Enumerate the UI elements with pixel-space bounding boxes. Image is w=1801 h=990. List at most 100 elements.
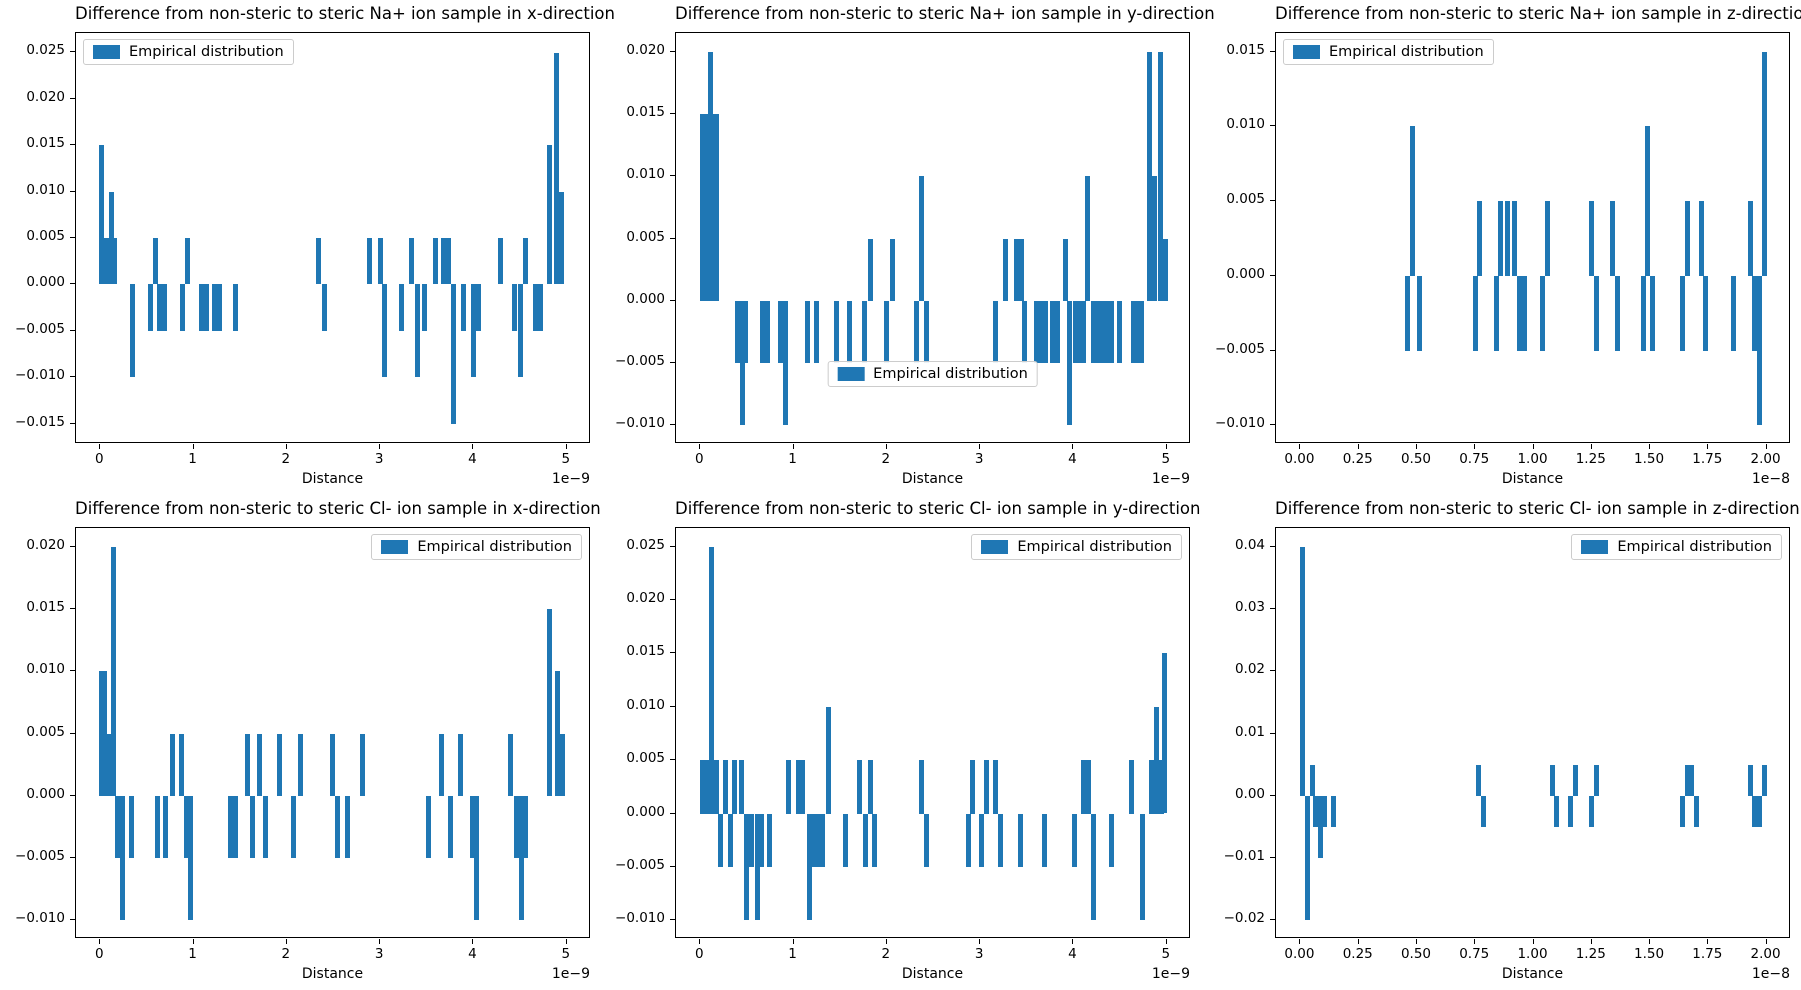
bar — [1694, 795, 1700, 827]
x-tick-label: 0.00 — [1284, 451, 1315, 467]
bar — [1517, 275, 1523, 351]
x-tick-label: 5 — [1161, 946, 1171, 962]
x-tick-mark — [99, 939, 101, 944]
bar — [766, 813, 772, 867]
x-tick-label: 1 — [788, 946, 797, 962]
x-axis-label: Distance — [901, 471, 964, 487]
bar — [469, 795, 475, 859]
bar — [441, 238, 447, 285]
y-tick-mark — [1270, 349, 1275, 351]
bar — [1158, 760, 1164, 814]
x-tick-mark — [472, 444, 474, 449]
bar — [1568, 795, 1574, 827]
bar — [1593, 764, 1599, 796]
bar — [914, 300, 920, 364]
x-tick-label: 4 — [468, 946, 477, 962]
bar — [183, 795, 189, 859]
y-tick-label: 0.04 — [1234, 536, 1265, 553]
bar — [513, 795, 519, 859]
bar — [1309, 764, 1315, 796]
bar — [738, 760, 744, 814]
x-tick-mark — [285, 939, 287, 944]
x-tick-label: 2.00 — [1750, 946, 1781, 962]
bar — [978, 813, 984, 867]
bar — [862, 813, 868, 867]
bar — [867, 760, 873, 814]
bar — [872, 813, 878, 867]
legend: Empirical distribution — [83, 39, 294, 65]
bar — [1163, 238, 1169, 301]
bar — [517, 284, 523, 378]
y-tick-label: 0.025 — [26, 42, 65, 59]
y-tick-mark — [670, 545, 675, 547]
bar — [334, 795, 340, 859]
y-tick-label: 0.020 — [26, 536, 65, 553]
y-tick-mark — [1270, 607, 1275, 609]
bar — [523, 238, 529, 285]
x-tick-mark — [1765, 939, 1767, 944]
bar — [1757, 275, 1763, 426]
x-tick-mark — [1532, 939, 1534, 944]
y-tick-label: 0.000 — [26, 274, 65, 291]
x-tick-mark — [1415, 939, 1417, 944]
bar — [316, 238, 322, 285]
y-tick-label: 0.000 — [1226, 265, 1265, 282]
x-tick-mark — [699, 444, 701, 449]
x-tick-mark — [1072, 939, 1074, 944]
bar — [212, 284, 218, 331]
bar — [1512, 201, 1518, 276]
x-tick-label: 1 — [788, 451, 797, 467]
bar — [759, 813, 765, 867]
bar — [157, 284, 163, 331]
bar — [889, 238, 895, 301]
chart-title: Difference from non-steric to steric Na+… — [675, 4, 1215, 23]
bar — [120, 795, 126, 921]
bar — [786, 760, 792, 814]
bar — [152, 238, 158, 285]
bar — [359, 733, 365, 796]
legend: Empirical distribution — [971, 534, 1182, 560]
y-tick-label: −0.005 — [615, 353, 665, 370]
y-tick-label: 0.00 — [1234, 785, 1265, 802]
bar — [111, 546, 117, 796]
bar — [1521, 275, 1527, 351]
chart-title: Difference from non-steric to steric Cl-… — [75, 499, 601, 518]
x-tick-mark — [379, 939, 381, 944]
plot-area: Empirical distribution — [675, 32, 1190, 443]
bar — [399, 284, 405, 331]
x-tick-label: 0.75 — [1459, 946, 1490, 962]
bar — [708, 546, 714, 814]
bar — [1109, 300, 1115, 364]
bar — [179, 284, 185, 331]
bar — [115, 795, 121, 859]
y-tick-label: −0.010 — [15, 910, 65, 927]
x-tick-mark — [1532, 444, 1534, 449]
bar — [1416, 275, 1422, 351]
y-tick-label: 0.01 — [1234, 723, 1265, 740]
legend-label: Empirical distribution — [873, 366, 1028, 382]
y-tick-mark — [670, 812, 675, 814]
x-tick-mark — [192, 444, 194, 449]
bar — [1147, 51, 1153, 301]
bar — [819, 813, 825, 867]
y-tick-mark — [70, 794, 75, 796]
x-tick-label: 4 — [1068, 946, 1077, 962]
bar — [154, 795, 160, 859]
y-tick-label: 0.005 — [1226, 191, 1265, 208]
y-tick-mark — [670, 919, 675, 921]
y-tick-mark — [670, 299, 675, 301]
bar — [1747, 764, 1753, 796]
y-tick-mark — [70, 190, 75, 192]
bar — [1761, 764, 1767, 796]
x-tick-mark — [979, 444, 981, 449]
y-tick-mark — [70, 376, 75, 378]
x-tick-label: 0.00 — [1284, 946, 1315, 962]
bar — [558, 191, 564, 285]
bar — [1139, 300, 1145, 364]
x-tick-label: 0.25 — [1342, 451, 1373, 467]
bar — [1405, 275, 1411, 351]
x-tick-mark — [1649, 939, 1651, 944]
bar — [233, 284, 239, 331]
x-tick-label: 2 — [281, 946, 291, 962]
bar — [1505, 201, 1511, 276]
